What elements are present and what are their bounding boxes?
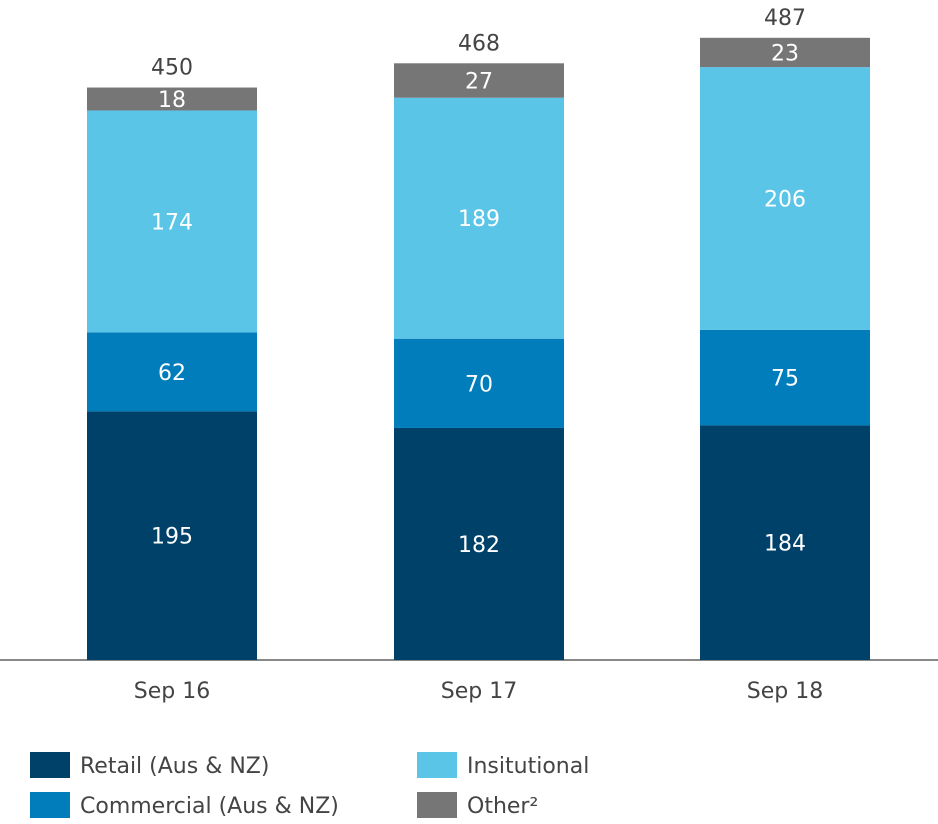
segment-label: 23 [771, 41, 799, 66]
legend-swatch [30, 792, 70, 818]
total-label: 487 [764, 6, 806, 31]
total-label: 450 [151, 56, 193, 81]
segment-label: 75 [771, 367, 799, 392]
legend-label: Retail (Aus & NZ) [80, 754, 269, 779]
legend-label: Insitutional [467, 754, 589, 779]
bar-segment [700, 329, 870, 426]
total-label: 468 [458, 31, 500, 56]
segment-label: 195 [151, 525, 193, 550]
bar-segment [87, 87, 257, 111]
bar-segment [394, 97, 564, 339]
segment-label: 206 [764, 187, 806, 212]
x-tick-label: Sep 16 [134, 679, 210, 704]
x-tick-label: Sep 17 [441, 679, 517, 704]
segment-label: 189 [458, 207, 500, 232]
legend-swatch [30, 752, 70, 778]
segment-label: 27 [465, 70, 493, 95]
bar-segment [700, 67, 870, 330]
segment-label: 184 [764, 532, 806, 557]
segment-label: 70 [465, 372, 493, 397]
bar-segment [700, 37, 870, 68]
x-tick-label: Sep 18 [747, 679, 823, 704]
legend-swatch [417, 752, 457, 778]
segment-label: 182 [458, 533, 500, 558]
bar-segment [700, 425, 870, 660]
bar-segment [394, 427, 564, 660]
legend-label: Other² [467, 794, 538, 819]
bar-segment [87, 411, 257, 660]
bar-segment [87, 110, 257, 333]
legend-swatch [417, 792, 457, 818]
segment-label: 62 [158, 361, 186, 386]
segment-label: 18 [158, 88, 186, 113]
bar-segment [394, 63, 564, 98]
segment-label: 174 [151, 210, 193, 235]
legend-label: Commercial (Aus & NZ) [80, 794, 339, 819]
bar-segment [87, 332, 257, 412]
bar-segment [394, 338, 564, 428]
